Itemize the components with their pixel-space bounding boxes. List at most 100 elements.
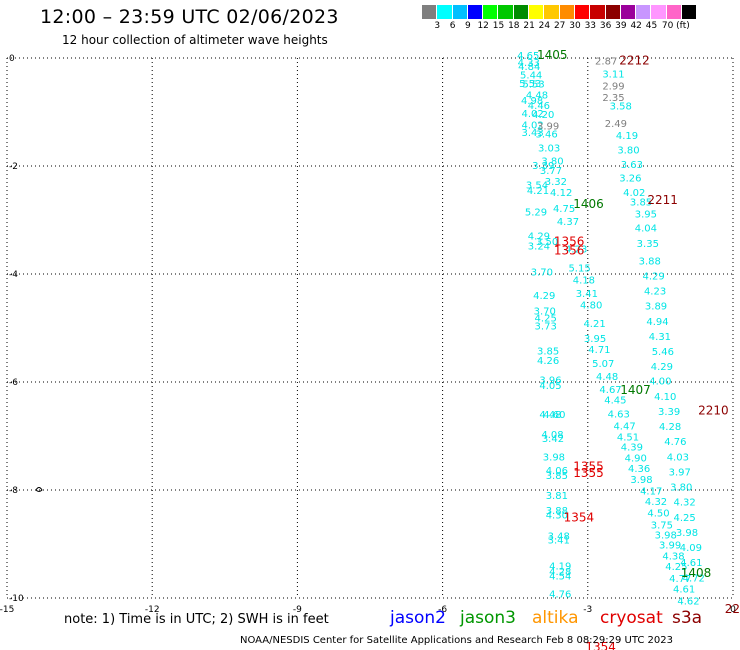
legend-swatch — [529, 5, 545, 19]
swh-value-jason3: 3.95 — [584, 334, 606, 345]
y-tick-label: -10 — [9, 594, 24, 604]
swh-value-jason3: 4.29 — [528, 231, 550, 242]
y-tick-label: 0 — [9, 54, 15, 64]
swh-value-cryosat: 4.94 — [646, 317, 668, 328]
swh-value-cryosat: 3.85 — [630, 197, 652, 208]
swh-value-jason3: 4.17 — [640, 486, 662, 497]
y-tick-label: -6 — [9, 378, 18, 388]
satellite-legend-jason2: jason2 — [390, 608, 446, 628]
swh-value-jason3: 4.48 — [596, 372, 618, 383]
legend-swatch — [513, 5, 530, 19]
legend-tick: 30 — [569, 21, 581, 31]
legend-swatch — [467, 5, 484, 19]
legend-swatch — [620, 5, 637, 19]
swh-value-cryosat: 4.29 — [642, 271, 664, 282]
pass-label: 1405 — [537, 48, 568, 62]
legend-tick: 45 — [645, 21, 658, 31]
swh-value-jason3: 3.96 — [539, 376, 561, 387]
swh-value-jason3: 3.80 — [541, 156, 563, 167]
pass-label: 1355 — [573, 460, 604, 474]
data-points: 4.654.334.845.445.535.534.484.984.464.02… — [517, 51, 705, 607]
swh-value-jason3: 4.02 — [521, 109, 543, 120]
swh-value-cryosat: 3.80 — [617, 146, 639, 157]
swh-value-jason3: 4.28 — [549, 567, 571, 578]
swh-value-jason3: 4.18 — [573, 276, 595, 287]
pass-label: 1355 — [573, 466, 604, 480]
swh-value-jason3: 4.51 — [617, 432, 639, 443]
swh-value-jason3: 3.73 — [535, 322, 557, 333]
footer-note: note: 1) Time is in UTC; 2) SWH is in fe… — [64, 612, 329, 627]
swh-value-jason3: 3.98 — [655, 531, 677, 542]
swh-value-cryosat: 4.23 — [644, 287, 666, 298]
pass-label: 1356 — [554, 234, 585, 248]
swh-value-jason3: 4.48 — [539, 410, 561, 421]
swh-value-jason3: 3.41 — [548, 535, 570, 546]
swh-value-jason3: 3.54 — [526, 181, 548, 192]
swh-value-cryosat: 4.31 — [649, 332, 671, 343]
swh-value-jason3: 3.42 — [542, 434, 564, 445]
pass-label: 1356 — [554, 244, 585, 258]
satellite-legend-altika: altika — [532, 608, 579, 628]
legend-swatch — [498, 5, 514, 19]
swh-value-cryosat: 3.35 — [637, 239, 659, 250]
swh-value-jason3: 3.70 — [531, 268, 553, 279]
pass-label: 1354 — [585, 640, 616, 650]
swh-value-jason3: 3.24 — [528, 242, 550, 253]
swh-value-jason3: 4.21 — [527, 186, 549, 197]
swh-value-cryosat: 3.39 — [658, 407, 680, 418]
swh-value-cryosat: 4.19 — [616, 131, 638, 142]
swh-value-cryosat: 4.02 — [623, 188, 645, 199]
pass-label: 1407 — [620, 383, 651, 397]
pass-label: 1354 — [564, 510, 595, 524]
axis-tick-labels: 0 -2 -4 -6 -8 -10-15 -12 -9 -6 -3 0 — [0, 54, 736, 615]
swh-value-cryosat: 5.46 — [652, 347, 674, 358]
swh-value-cryosat: 3.98 — [676, 528, 698, 539]
location-marker — [35, 487, 43, 492]
swh-value-jason3: 4.61 — [673, 585, 695, 596]
swh-value-jason3: 3.75 — [651, 520, 673, 531]
swh-value-jason3: 4.63 — [608, 410, 630, 421]
swh-value-cryosat: 4.25 — [673, 513, 695, 524]
swh-value-jason3: 4.23 — [565, 244, 587, 255]
swh-value-jason3: 4.05 — [539, 381, 561, 392]
swh-value-cryosat: 4.09 — [680, 543, 702, 554]
x-tick-label: 0 — [730, 605, 736, 615]
pass-label: 22 — [725, 602, 740, 616]
satellite-legend-jason3: jason3 — [460, 608, 516, 628]
swh-value-jason3: 4.37 — [557, 217, 579, 228]
swh-value-jason3: 3.98 — [630, 475, 652, 486]
legend-tick: 33 — [584, 21, 597, 31]
swh-value-jason3: 3.81 — [546, 491, 568, 502]
legend-swatch — [605, 5, 621, 19]
swh-value-saral: 3.99 — [537, 121, 559, 132]
legend-swatch — [651, 5, 667, 19]
swh-value-jason3: 4.60 — [543, 410, 565, 421]
swh-value-jason3: 3.99 — [659, 540, 681, 551]
legend-swatch — [544, 5, 560, 19]
pass-label: 2211 — [647, 193, 678, 207]
swh-value-jason3: 4.47 — [613, 422, 635, 433]
chart-subtitle: 12 hour collection of altimeter wave hei… — [62, 33, 328, 47]
x-tick-label: -9 — [293, 605, 302, 615]
swh-value-jason3: 3.98 — [543, 452, 565, 463]
chart-title: 12:00 – 23:59 UTC 02/06/2023 — [40, 6, 339, 28]
swh-value-jason3: 4.98 — [521, 96, 543, 107]
swh-value-jason3: 3.39 — [532, 161, 554, 172]
swh-value-jason3: 4.75 — [553, 204, 575, 215]
legend-swatch — [437, 5, 453, 19]
swh-value-jason3: 4.26 — [537, 356, 559, 367]
legend-tick: 70 (ft) — [661, 21, 690, 31]
y-tick-label: -2 — [9, 162, 18, 172]
x-tick-label: -3 — [583, 605, 592, 615]
swh-value-jason3: 4.21 — [583, 319, 605, 330]
swh-value-jason3: 4.30 — [546, 511, 568, 522]
swh-value-jason3: 3.88 — [546, 506, 568, 517]
swh-value-jason3: 4.36 — [628, 464, 650, 475]
legend-swatch — [452, 5, 468, 19]
swh-value-jason3: 3.50 — [536, 237, 558, 248]
swh-value-jason3: 4.02 — [521, 121, 543, 132]
swh-value-jason3: 4.45 — [604, 396, 626, 407]
swh-value-jason3: 4.54 — [549, 572, 571, 583]
swh-value-cryosat: 4.10 — [654, 392, 676, 403]
legend-swatches — [422, 5, 698, 19]
